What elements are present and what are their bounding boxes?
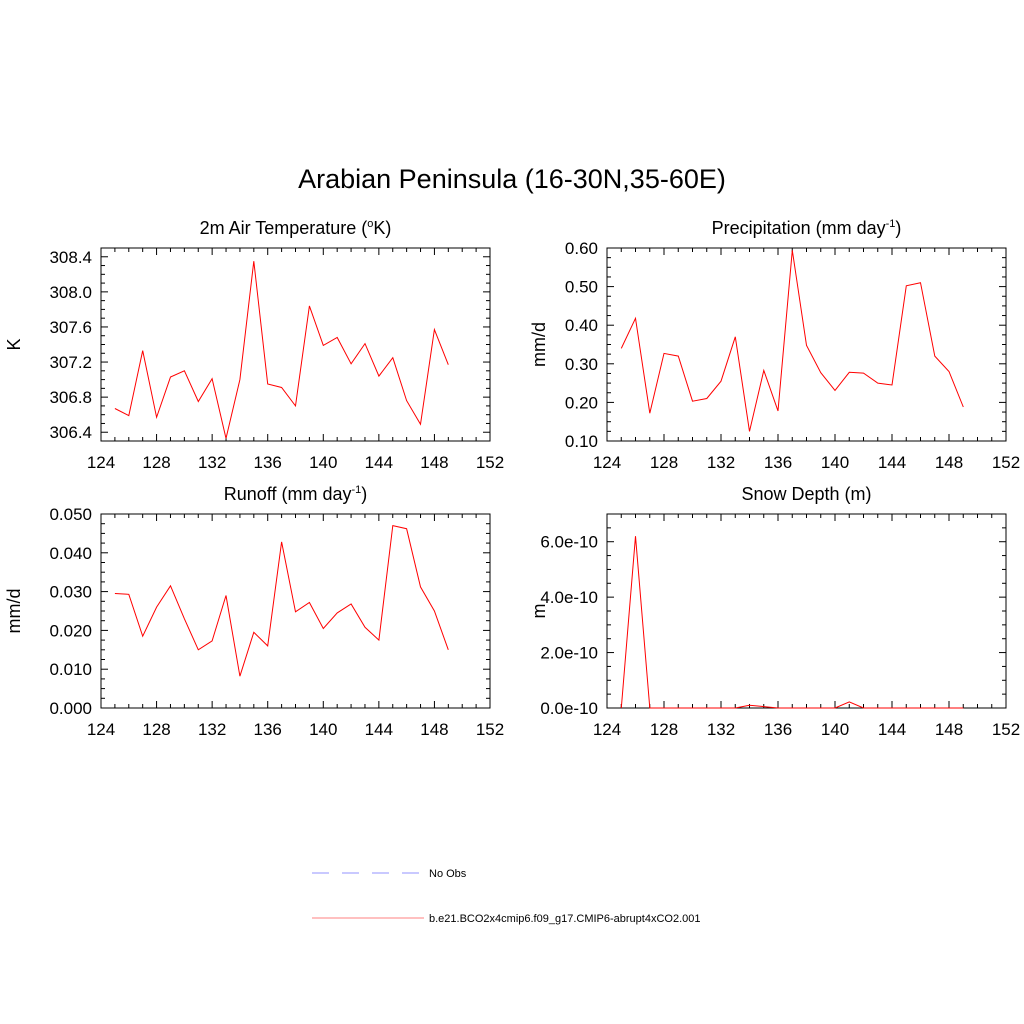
runoff-xtick-label: 144 <box>365 720 393 739</box>
air-temperature-xtick-label: 144 <box>365 453 393 472</box>
air-temperature-ytick-label: 308.4 <box>49 248 92 267</box>
precipitation-xtick-label: 132 <box>707 453 735 472</box>
snow-depth-xtick-label: 132 <box>707 720 735 739</box>
precipitation-ytick-label: 0.60 <box>565 239 598 258</box>
panel-snow-depth: 124 128 132 136 140 144 148 152 0.0e-10 2.0e-10 4.… <box>529 484 1020 739</box>
runoff-title: Runoff (mm day-1) <box>224 484 368 504</box>
page-title: Arabian Peninsula (16-30N,35-60E) <box>298 164 726 194</box>
snow-depth-ytick-label: 2.0e-10 <box>540 644 598 663</box>
precipitation-ytick-label: 0.30 <box>565 355 598 374</box>
snow-depth-ylabel: m <box>529 604 549 619</box>
snow-depth-xtick-label: 148 <box>935 720 963 739</box>
air-temperature-xtick-label: 132 <box>198 453 226 472</box>
precipitation-xtick-label: 136 <box>764 453 792 472</box>
air-temperature-ylabel: K <box>4 338 24 350</box>
precipitation-ytick-label: 0.20 <box>565 393 598 412</box>
air-temperature-xtick-label: 148 <box>420 453 448 472</box>
air-temperature-xtick-label: 152 <box>476 453 504 472</box>
precipitation-xtick-label: 148 <box>935 453 963 472</box>
air-temperature-xtick-label: 136 <box>254 453 282 472</box>
air-temperature-ytick-label: 307.6 <box>49 318 92 337</box>
runoff-xtick-label: 148 <box>420 720 448 739</box>
runoff-ytick-label: 0.030 <box>49 583 92 602</box>
air-temperature-ytick-label: 308.0 <box>49 283 92 302</box>
precipitation-ytick-label: 0.40 <box>565 316 598 335</box>
legend: No Obs b.e21.BCO2x4cmip6.f09_g17.CMIP6-a… <box>312 868 701 925</box>
air-temperature-frame <box>100 247 491 442</box>
legend-label-model-run: b.e21.BCO2x4cmip6.f09_g17.CMIP6-abrupt4x… <box>429 913 701 925</box>
runoff-ytick-label: 0.040 <box>49 544 92 563</box>
air-temperature-series-line <box>114 261 449 439</box>
runoff-xtick-label: 152 <box>476 720 504 739</box>
runoff-ytick-label: 0.050 <box>49 505 92 524</box>
snow-depth-xtick-label: 136 <box>764 720 792 739</box>
air-temperature-ytick-label: 307.2 <box>49 353 92 372</box>
precipitation-xtick-label: 128 <box>650 453 678 472</box>
runoff-ytick-label: 0.020 <box>49 621 92 640</box>
snow-depth-xtick-label: 128 <box>650 720 678 739</box>
precipitation-xtick-label: 140 <box>821 453 849 472</box>
air-temperature-xtick-label: 128 <box>142 453 170 472</box>
snow-depth-title: Snow Depth (m) <box>741 484 871 504</box>
precipitation-xtick-label: 152 <box>992 453 1020 472</box>
snow-depth-ytick-label: 0.0e-10 <box>540 699 598 718</box>
runoff-xtick-label: 136 <box>254 720 282 739</box>
precipitation-xtick-label: 144 <box>878 453 906 472</box>
panel-air-temperature: 124 128 132 136 140 144 148 152 306.4 306.8 307.2 3… <box>4 218 504 472</box>
legend-label-no-obs: No Obs <box>429 868 467 880</box>
snow-depth-xtick-label: 140 <box>821 720 849 739</box>
runoff-ytick-label: 0.000 <box>49 699 92 718</box>
precipitation-ytick-label: 0.50 <box>565 278 598 297</box>
air-temperature-title: 2m Air Temperature (oK) <box>200 218 392 238</box>
runoff-xtick-label: 128 <box>142 720 170 739</box>
runoff-xtick-label: 124 <box>87 720 115 739</box>
air-temperature-xtick-label: 124 <box>87 453 115 472</box>
snow-depth-xtick-label: 152 <box>992 720 1020 739</box>
air-temperature-xtick-label: 140 <box>309 453 337 472</box>
runoff-xtick-label: 140 <box>309 720 337 739</box>
runoff-series-line <box>114 524 449 677</box>
air-temperature-ytick-label: 306.4 <box>49 423 92 442</box>
panel-precipitation: 124 128 132 136 140 144 148 152 0.10 0.20 0.30 0.40… <box>529 218 1020 472</box>
precipitation-title: Precipitation (mm day-1) <box>712 218 902 238</box>
runoff-ytick-label: 0.010 <box>49 660 92 679</box>
precipitation-ylabel: mm/d <box>529 322 549 367</box>
precipitation-xtick-label: 124 <box>593 453 621 472</box>
snow-depth-frame <box>606 513 1007 709</box>
snow-depth-ytick-label: 4.0e-10 <box>540 588 598 607</box>
panel-runoff: 124 128 132 136 140 144 148 152 0.000 0.010 0.020 0… <box>4 484 504 739</box>
precipitation-ytick-label: 0.10 <box>565 432 598 451</box>
runoff-xtick-label: 132 <box>198 720 226 739</box>
snow-depth-xtick-label: 124 <box>593 720 621 739</box>
air-temperature-ytick-label: 306.8 <box>49 388 92 407</box>
precipitation-series-line <box>620 250 964 432</box>
runoff-ylabel: mm/d <box>4 589 24 634</box>
snow-depth-ytick-label: 6.0e-10 <box>540 533 598 552</box>
snow-depth-xtick-label: 144 <box>878 720 906 739</box>
snow-depth-series-line <box>620 536 964 709</box>
